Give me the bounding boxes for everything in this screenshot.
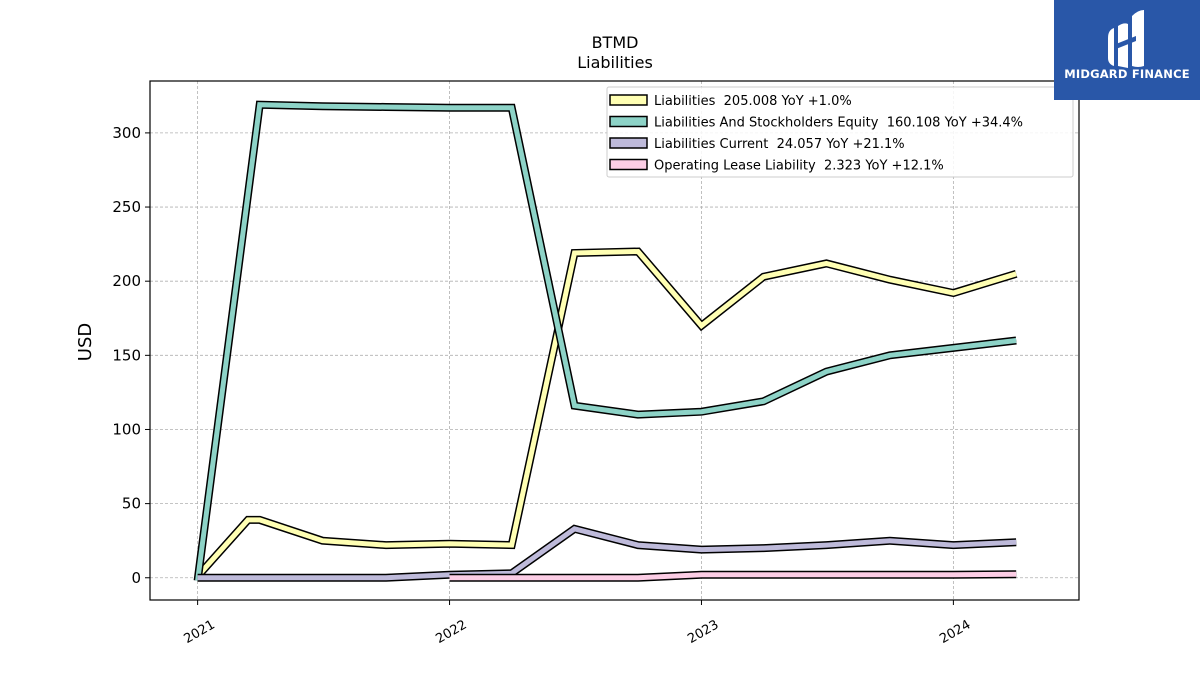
legend-box — [606, 86, 1074, 178]
x-tick-label: 2024 — [937, 617, 973, 647]
y-tick-label: 300 — [112, 124, 141, 142]
y-tick-label: 150 — [112, 346, 141, 364]
series-line-0 — [195, 248, 1017, 578]
legend-label: Liabilities And Stockholders Equity 160.… — [654, 116, 1023, 131]
midgard-logo-icon — [1108, 10, 1144, 68]
y-axis-label: USD — [75, 323, 96, 361]
series-line-2 — [197, 526, 1017, 581]
x-tick-label: 2022 — [433, 617, 469, 647]
y-tick-label: 50 — [122, 495, 141, 513]
brand-logo: MIDGARD FINANCE — [1054, 0, 1200, 100]
x-tick-label: 2023 — [685, 617, 721, 647]
legend-label: Operating Lease Liability 2.323 YoY +12.… — [654, 159, 944, 174]
legend-swatch — [609, 94, 648, 106]
x-axis-ticks: 2021 2022 2023 2024 — [181, 600, 973, 647]
series-layer — [193, 100, 1018, 582]
brand-name: MIDGARD FINANCE — [1064, 67, 1190, 81]
plot-frame — [149, 80, 1080, 601]
series-line-3 — [449, 571, 1017, 581]
legend-swatch — [609, 158, 648, 171]
legend: Liabilities 205.008 YoY +1.0% Liabilities… — [606, 86, 1074, 178]
legend-label: Liabilities Current 24.057 YoY +21.1% — [654, 137, 905, 152]
y-tick-label: 100 — [112, 420, 141, 438]
y-tick-label: 0 — [131, 569, 141, 587]
chart-subtitle: Liabilities — [577, 53, 653, 72]
x-tick-label: 2021 — [181, 617, 217, 647]
series-line-1 — [195, 102, 1017, 582]
legend-swatch — [609, 137, 648, 149]
y-axis-ticks: 0 50 100 150 200 250 300 — [112, 124, 150, 587]
chart-title: BTMD — [592, 33, 639, 52]
y-tick-label: 250 — [112, 198, 141, 216]
legend-swatch — [609, 115, 648, 128]
y-tick-label: 200 — [112, 272, 141, 290]
legend-label: Liabilities 205.008 YoY +1.0% — [654, 94, 852, 109]
